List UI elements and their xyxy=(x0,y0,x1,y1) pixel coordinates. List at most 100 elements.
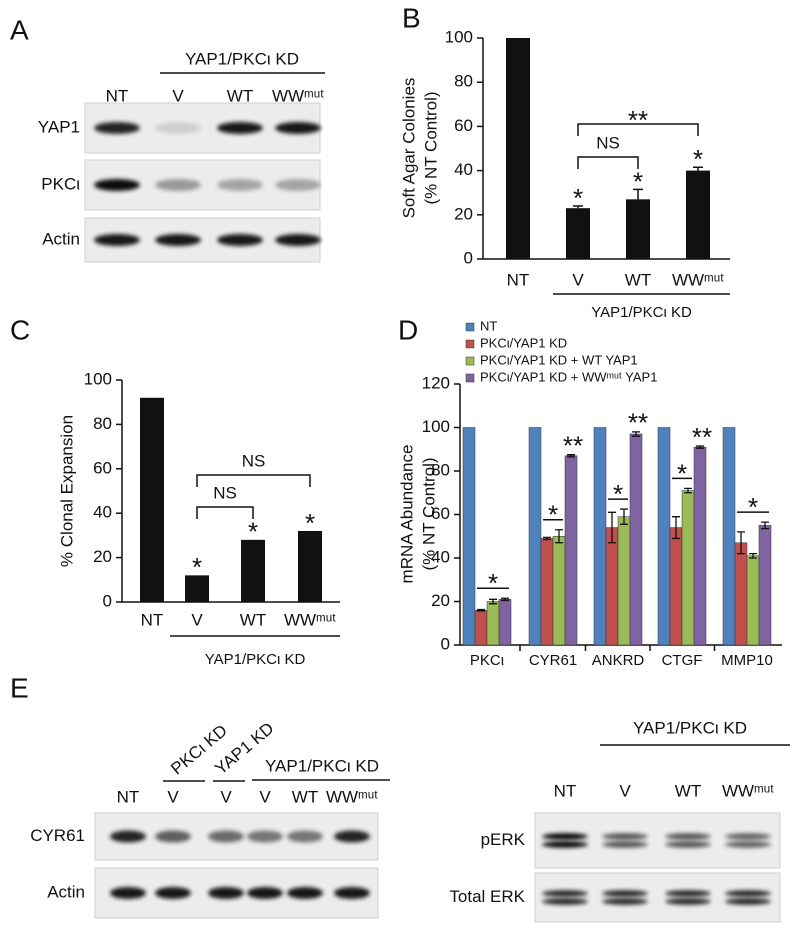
x-tick-label: MMP10 xyxy=(721,652,773,669)
band xyxy=(602,898,648,905)
lane-label: NT xyxy=(117,787,140,806)
legend-swatch xyxy=(465,339,475,349)
band xyxy=(155,234,201,246)
y-tick-label: 20 xyxy=(454,204,473,223)
y-tick-label: 100 xyxy=(422,417,450,436)
bracket xyxy=(196,474,311,487)
panel-letter: E xyxy=(10,672,29,703)
y-tick-label: 60 xyxy=(454,116,473,135)
band xyxy=(275,234,321,246)
error-bar xyxy=(543,536,551,541)
group-label: YAP1/PKCι KD xyxy=(591,304,692,321)
bracket-label: * xyxy=(488,568,498,598)
band xyxy=(725,833,771,840)
lane-label: V xyxy=(167,787,179,806)
row-label: pERK xyxy=(481,830,526,849)
band xyxy=(94,122,140,134)
band xyxy=(542,890,588,897)
bracket-label: * xyxy=(677,458,687,488)
band xyxy=(665,841,711,848)
row-label: PKCι xyxy=(41,174,80,193)
band xyxy=(542,833,588,840)
y-tick-label: 40 xyxy=(431,547,450,566)
band xyxy=(665,833,711,840)
group-label: YAP1/PKCι KD xyxy=(265,756,379,775)
bar xyxy=(528,427,542,646)
panel-letter: A xyxy=(10,14,29,45)
bracket-label: NS xyxy=(213,483,237,502)
x-tick-label: V xyxy=(191,610,203,629)
panel-letter: D xyxy=(398,314,418,345)
band xyxy=(725,841,771,848)
x-tick-label: CYR61 xyxy=(529,652,577,669)
row-label: CYR61 xyxy=(30,826,85,845)
band xyxy=(155,887,191,899)
error-bar xyxy=(672,516,680,540)
y-tick-label: 80 xyxy=(431,460,450,479)
error-bar xyxy=(633,188,643,200)
lane-label: NT xyxy=(106,86,129,105)
band xyxy=(110,830,146,843)
significance-star: * xyxy=(305,508,315,538)
y-axis-label: (% NT Control) xyxy=(421,91,440,204)
y-tick-label: 0 xyxy=(103,591,112,610)
band xyxy=(287,887,323,899)
group-label: YAP1/PKCι KD xyxy=(185,49,299,68)
x-tick-label: ANKRD xyxy=(592,652,645,669)
band xyxy=(334,887,370,899)
y-tick-label: 0 xyxy=(441,634,450,653)
error-bar xyxy=(761,521,769,530)
bar xyxy=(540,538,554,646)
legend-label: PKCι/YAP1 KD xyxy=(480,335,567,350)
bar xyxy=(506,38,530,259)
bar xyxy=(722,427,736,646)
error-bar xyxy=(632,431,640,437)
lane-label: WWᵐᵘᵗ xyxy=(722,781,774,800)
bracket-label: NS xyxy=(596,133,620,152)
bracket-label: ** xyxy=(628,105,648,135)
bar xyxy=(746,555,760,646)
bar xyxy=(669,527,683,646)
error-bar xyxy=(567,454,575,458)
lane-label: V xyxy=(619,781,631,800)
error-bar xyxy=(737,531,745,555)
bar xyxy=(552,536,566,646)
band xyxy=(725,898,771,905)
y-tick-label: 20 xyxy=(431,591,450,610)
band xyxy=(275,179,321,191)
y-tick-label: 0 xyxy=(464,248,473,267)
error-bar xyxy=(573,205,583,209)
band xyxy=(602,833,648,840)
bar xyxy=(462,427,476,646)
bar xyxy=(241,539,265,602)
bar xyxy=(474,609,488,646)
y-tick-label: 20 xyxy=(93,547,112,566)
x-tick-label: V xyxy=(572,270,584,289)
band xyxy=(542,841,588,848)
error-bar xyxy=(501,597,509,602)
legend-label: PKCι/YAP1 KD + WT YAP1 xyxy=(480,352,638,367)
legend-swatch xyxy=(465,373,475,383)
bracket-label: * xyxy=(548,500,558,530)
group-label: YAP1/PKCι KD xyxy=(633,718,747,737)
lane-label: V xyxy=(259,787,271,806)
lane-label: NT xyxy=(554,781,577,800)
band xyxy=(155,830,191,843)
bar xyxy=(686,170,710,259)
panel-letter: B xyxy=(402,2,421,33)
y-tick-label: 100 xyxy=(84,369,112,388)
x-tick-label: WWᵐᵘᵗ xyxy=(284,610,336,629)
significance-star: * xyxy=(633,166,643,196)
band xyxy=(155,179,201,191)
bracket-label: * xyxy=(613,479,623,509)
lane-label: V xyxy=(172,86,184,105)
significance-star: * xyxy=(248,517,258,547)
panel-letter: C xyxy=(10,314,30,345)
bar xyxy=(617,516,631,646)
significance-star: * xyxy=(573,183,583,213)
bar xyxy=(498,599,512,646)
bar xyxy=(605,527,619,646)
bar xyxy=(593,427,607,646)
y-tick-label: 40 xyxy=(93,503,112,522)
